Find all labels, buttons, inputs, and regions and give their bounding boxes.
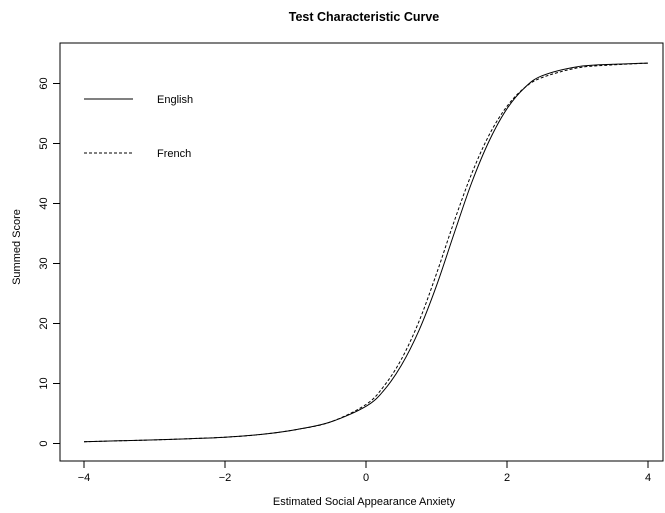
y-tick-label: 30: [38, 257, 50, 269]
plot-frame: [59, 42, 664, 462]
legend-label-french: French: [157, 148, 191, 160]
legend-label-english: English: [157, 94, 193, 106]
x-axis: −4 −2 0 2 4: [78, 460, 651, 484]
legend: English French: [84, 94, 193, 160]
x-tick-label: −4: [78, 472, 91, 484]
chart-title: Test Characteristic Curve: [289, 10, 440, 24]
series-line-french: [83, 62, 649, 443]
series-line-english: [83, 62, 649, 443]
y-axis: 0 10 20 30 40 50 60: [38, 77, 61, 447]
x-axis-label: Estimated Social Appearance Anxiety: [273, 496, 456, 508]
series-layer: [83, 62, 649, 443]
y-axis-label: Summed Score: [11, 209, 23, 285]
x-tick-label: −2: [219, 472, 232, 484]
x-tick-label: 0: [363, 472, 369, 484]
x-tick-label: 2: [504, 472, 510, 484]
x-tick-label: 4: [645, 472, 651, 484]
y-tick-label: 40: [38, 197, 50, 209]
y-tick-label: 50: [38, 137, 50, 149]
y-tick-label: 0: [38, 440, 50, 446]
y-tick-label: 20: [38, 317, 50, 329]
y-tick-label: 10: [38, 377, 50, 389]
y-tick-label: 60: [38, 77, 50, 89]
